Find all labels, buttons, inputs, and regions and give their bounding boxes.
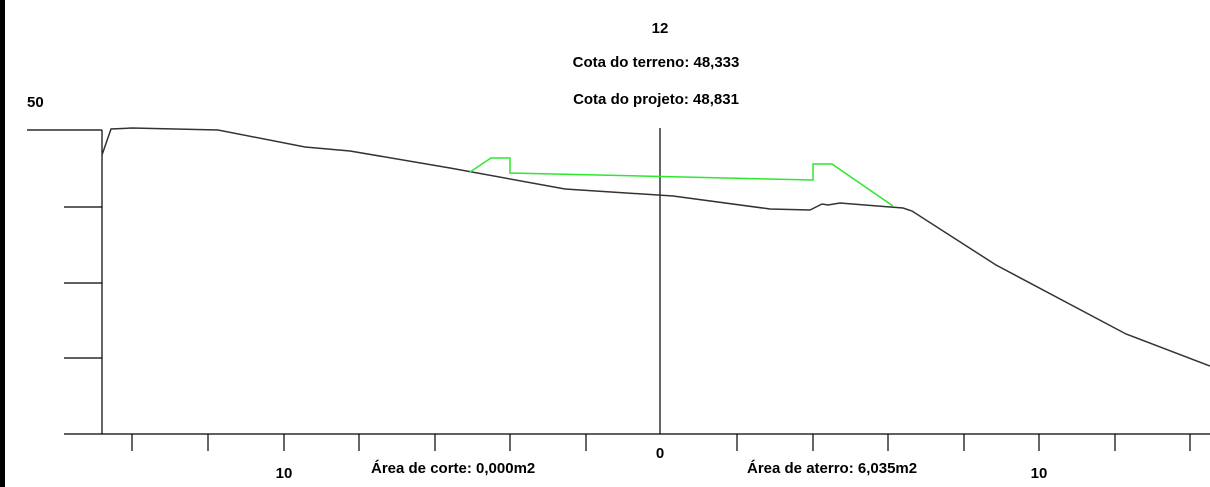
cut-area-label: Área de corte: 0,000m2 (371, 460, 535, 477)
elevation-axis (27, 130, 102, 434)
project-elevation-label: Cota do projeto: 48,831 (573, 91, 739, 108)
offset-axis (64, 434, 1210, 451)
offset-label-center: 0 (656, 445, 664, 462)
terrain-elevation-label: Cota do terreno: 48,333 (573, 54, 740, 71)
terrain-profile (102, 128, 1210, 366)
station-label: 12 (652, 20, 669, 37)
elevation-label: 50 (27, 94, 44, 111)
project-profile (470, 158, 893, 206)
fill-area-label: Área de aterro: 6,035m2 (747, 460, 917, 477)
left-frame-border (0, 0, 5, 487)
offset-label-right: 10 (1031, 465, 1048, 482)
offset-label-left: 10 (276, 465, 293, 482)
